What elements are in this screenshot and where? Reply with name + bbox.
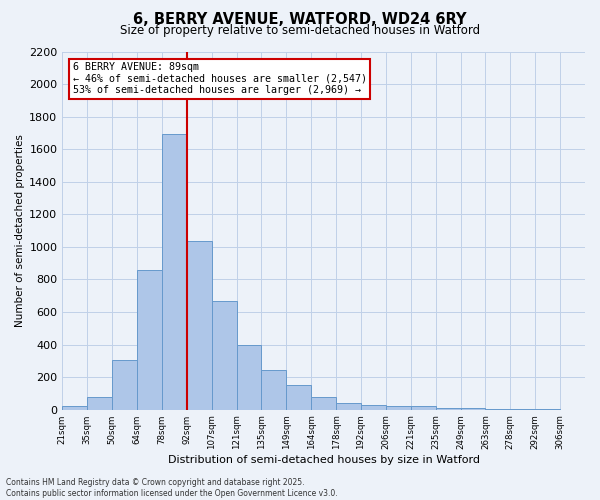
X-axis label: Distribution of semi-detached houses by size in Watford: Distribution of semi-detached houses by … (167, 455, 479, 465)
Bar (236, 346, 262, 410)
Bar (137, 270, 162, 410)
Bar (461, 408, 485, 410)
Bar (87, 398, 112, 409)
Bar (112, 360, 137, 410)
Bar (262, 370, 286, 410)
Bar (212, 300, 236, 410)
Bar (411, 406, 436, 410)
Bar (336, 403, 361, 409)
Bar (62, 406, 87, 410)
Bar (386, 406, 411, 409)
Text: Size of property relative to semi-detached houses in Watford: Size of property relative to semi-detach… (120, 24, 480, 37)
Text: Contains HM Land Registry data © Crown copyright and database right 2025.
Contai: Contains HM Land Registry data © Crown c… (6, 478, 338, 498)
Text: 6, BERRY AVENUE, WATFORD, WD24 6RY: 6, BERRY AVENUE, WATFORD, WD24 6RY (133, 12, 467, 28)
Bar (286, 386, 311, 409)
Bar (436, 408, 461, 410)
Bar (511, 409, 535, 410)
Y-axis label: Number of semi-detached properties: Number of semi-detached properties (15, 134, 25, 327)
Bar (162, 134, 187, 409)
Bar (485, 409, 511, 410)
Bar (187, 241, 212, 410)
Bar (311, 396, 336, 409)
Text: 6 BERRY AVENUE: 89sqm
← 46% of semi-detached houses are smaller (2,547)
53% of s: 6 BERRY AVENUE: 89sqm ← 46% of semi-deta… (73, 62, 367, 96)
Bar (361, 405, 386, 409)
